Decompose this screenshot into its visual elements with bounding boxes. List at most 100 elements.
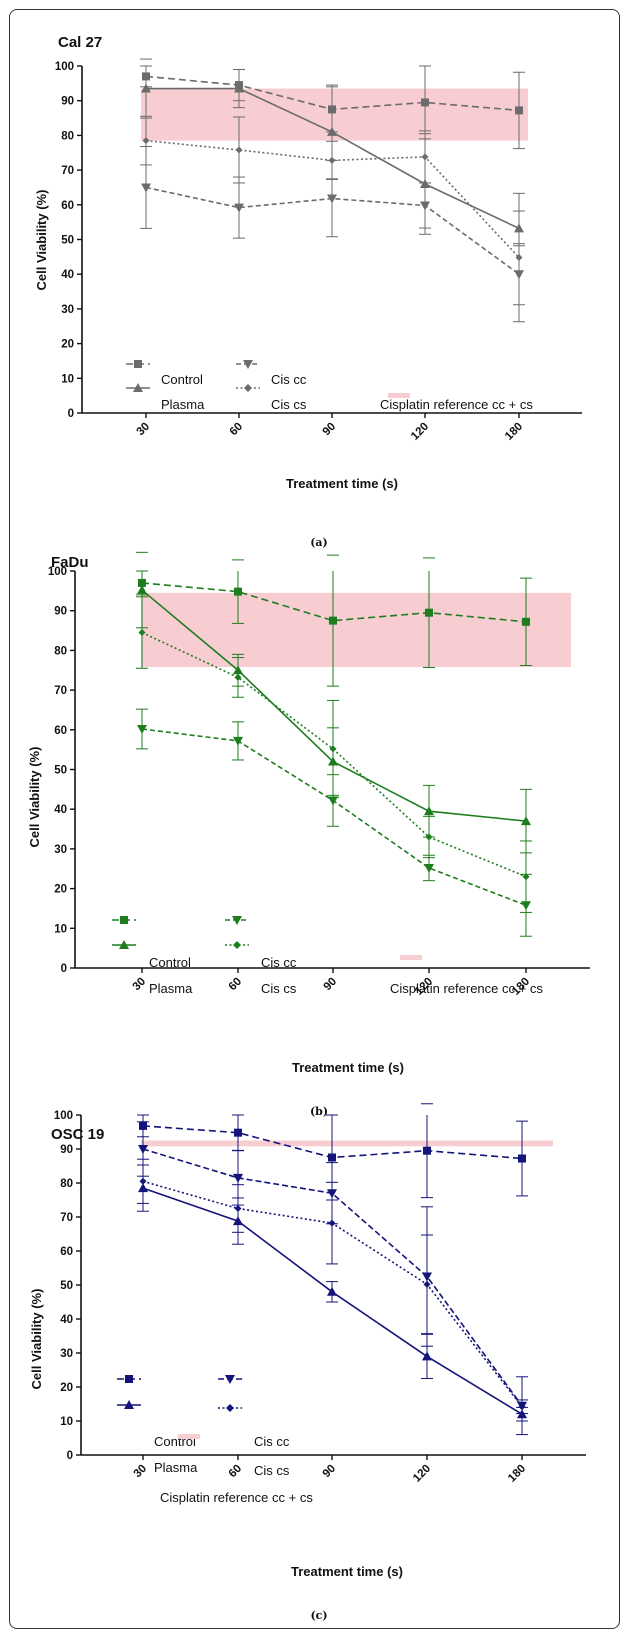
series-cis-cs: [140, 115, 525, 323]
y-tick-label: 10: [61, 373, 74, 385]
data-point: [133, 383, 143, 392]
legend-label-cisplatin-reference: Cisplatin reference cc + cs: [390, 981, 543, 996]
panel-caption: (b): [310, 1105, 328, 1118]
data-point: [233, 941, 241, 949]
data-point: [522, 873, 530, 881]
y-tick-label: 70: [54, 685, 67, 697]
panel-caption: (a): [310, 536, 328, 549]
x-tick-label: 30: [132, 1463, 150, 1481]
panel-caption: (c): [310, 1609, 327, 1622]
y-tick-label: 70: [60, 1212, 73, 1224]
legend-label-cis-cs: Cis cs: [271, 397, 307, 412]
data-point: [515, 106, 523, 115]
legend-label-control: Control: [149, 955, 191, 970]
series-cis-cs: [137, 1158, 528, 1415]
data-point: [138, 629, 146, 637]
data-point: [137, 585, 147, 595]
data-point: [141, 83, 151, 93]
y-tick-label: 10: [54, 923, 67, 935]
panel-osc19: OSC 19 Cell Viability (%) Treatment time…: [29, 1103, 586, 1622]
data-point: [235, 146, 243, 154]
y-tick-label: 90: [54, 606, 67, 618]
y-axis-label: Cell Viability (%): [27, 747, 42, 848]
data-point: [137, 725, 147, 735]
legend: Control Plasma Cis cc Cis cs Cisplatin r…: [126, 360, 533, 412]
data-point: [425, 833, 433, 841]
y-tick-label: 100: [55, 61, 74, 73]
x-axis-label: Treatment time (s): [286, 476, 398, 491]
data-point: [424, 806, 434, 816]
data-point: [234, 1205, 242, 1212]
data-point: [124, 1400, 134, 1409]
data-point: [328, 1153, 336, 1162]
y-tick-label: 40: [54, 804, 67, 816]
panel-title: Cal 27: [58, 34, 102, 51]
data-point: [327, 194, 337, 204]
legend-label-control: Control: [161, 372, 203, 387]
legend-swatch-reference: [388, 393, 410, 398]
panel-title: FaDu: [51, 554, 89, 571]
panel-fadu: FaDu Cell Viability (%) Treatment time (…: [27, 551, 590, 1118]
legend-label-plasma: Plasma: [154, 1460, 198, 1475]
figure-frame: [9, 9, 620, 1629]
y-tick-label: 0: [68, 408, 74, 420]
x-tick-label: 120: [409, 421, 431, 443]
y-tick-label: 60: [60, 1246, 73, 1258]
y-tick-label: 90: [61, 96, 74, 108]
data-point: [233, 1173, 243, 1183]
data-point: [424, 863, 434, 873]
data-point: [422, 1351, 432, 1361]
y-tick-label: 0: [61, 963, 67, 975]
data-point: [141, 183, 151, 193]
reference-band: [141, 592, 571, 668]
series-cis-cs: [136, 596, 532, 913]
reference-band: [141, 1140, 553, 1147]
data-point: [425, 608, 433, 617]
x-axis-label: Treatment time (s): [292, 1060, 404, 1075]
x-tick-label: 30: [131, 976, 149, 994]
y-axis-label: Cell Viability (%): [29, 1289, 44, 1390]
legend-label-cis-cs: Cis cs: [254, 1463, 290, 1478]
y-tick-label: 60: [61, 200, 74, 212]
legend-label-cis-cc: Cis cc: [254, 1434, 290, 1449]
y-tick-label: 50: [54, 765, 67, 777]
data-point: [234, 203, 244, 213]
x-tick-label: 60: [227, 976, 245, 994]
data-point: [328, 156, 336, 164]
x-tick-label: 180: [503, 421, 525, 443]
y-tick-label: 50: [60, 1280, 73, 1292]
data-point: [518, 1154, 526, 1163]
series-cis-cc: [136, 708, 532, 937]
x-tick-label: 60: [228, 421, 246, 439]
data-point: [139, 1177, 147, 1185]
data-point: [421, 98, 429, 107]
legend-swatch-reference: [400, 955, 422, 960]
series-line: [141, 631, 527, 878]
legend-swatch-reference: [178, 1434, 200, 1439]
y-tick-label: 80: [61, 130, 74, 142]
data-point: [329, 745, 337, 753]
series-line: [141, 582, 527, 623]
data-point: [420, 201, 430, 211]
data-point: [327, 126, 337, 136]
x-tick-label: 30: [135, 421, 153, 439]
y-tick-label: 40: [61, 269, 74, 281]
series-line: [141, 728, 527, 907]
data-point: [328, 796, 338, 806]
y-tick-label: 20: [54, 884, 67, 896]
data-point: [329, 616, 337, 625]
y-tick-label: 100: [54, 1110, 73, 1122]
legend-label-cis-cc: Cis cc: [261, 955, 297, 970]
data-point: [138, 1145, 148, 1154]
y-tick-label: 80: [54, 645, 67, 657]
y-tick-label: 70: [61, 165, 74, 177]
x-tick-label: 90: [321, 421, 339, 439]
y-tick-label: 10: [60, 1416, 73, 1428]
legend-label-cis-cs: Cis cs: [261, 981, 297, 996]
y-tick-label: 30: [61, 304, 74, 316]
data-point: [234, 1128, 242, 1137]
data-point: [225, 1375, 235, 1384]
panel-title: OSC 19: [51, 1126, 104, 1143]
data-point: [233, 736, 243, 746]
